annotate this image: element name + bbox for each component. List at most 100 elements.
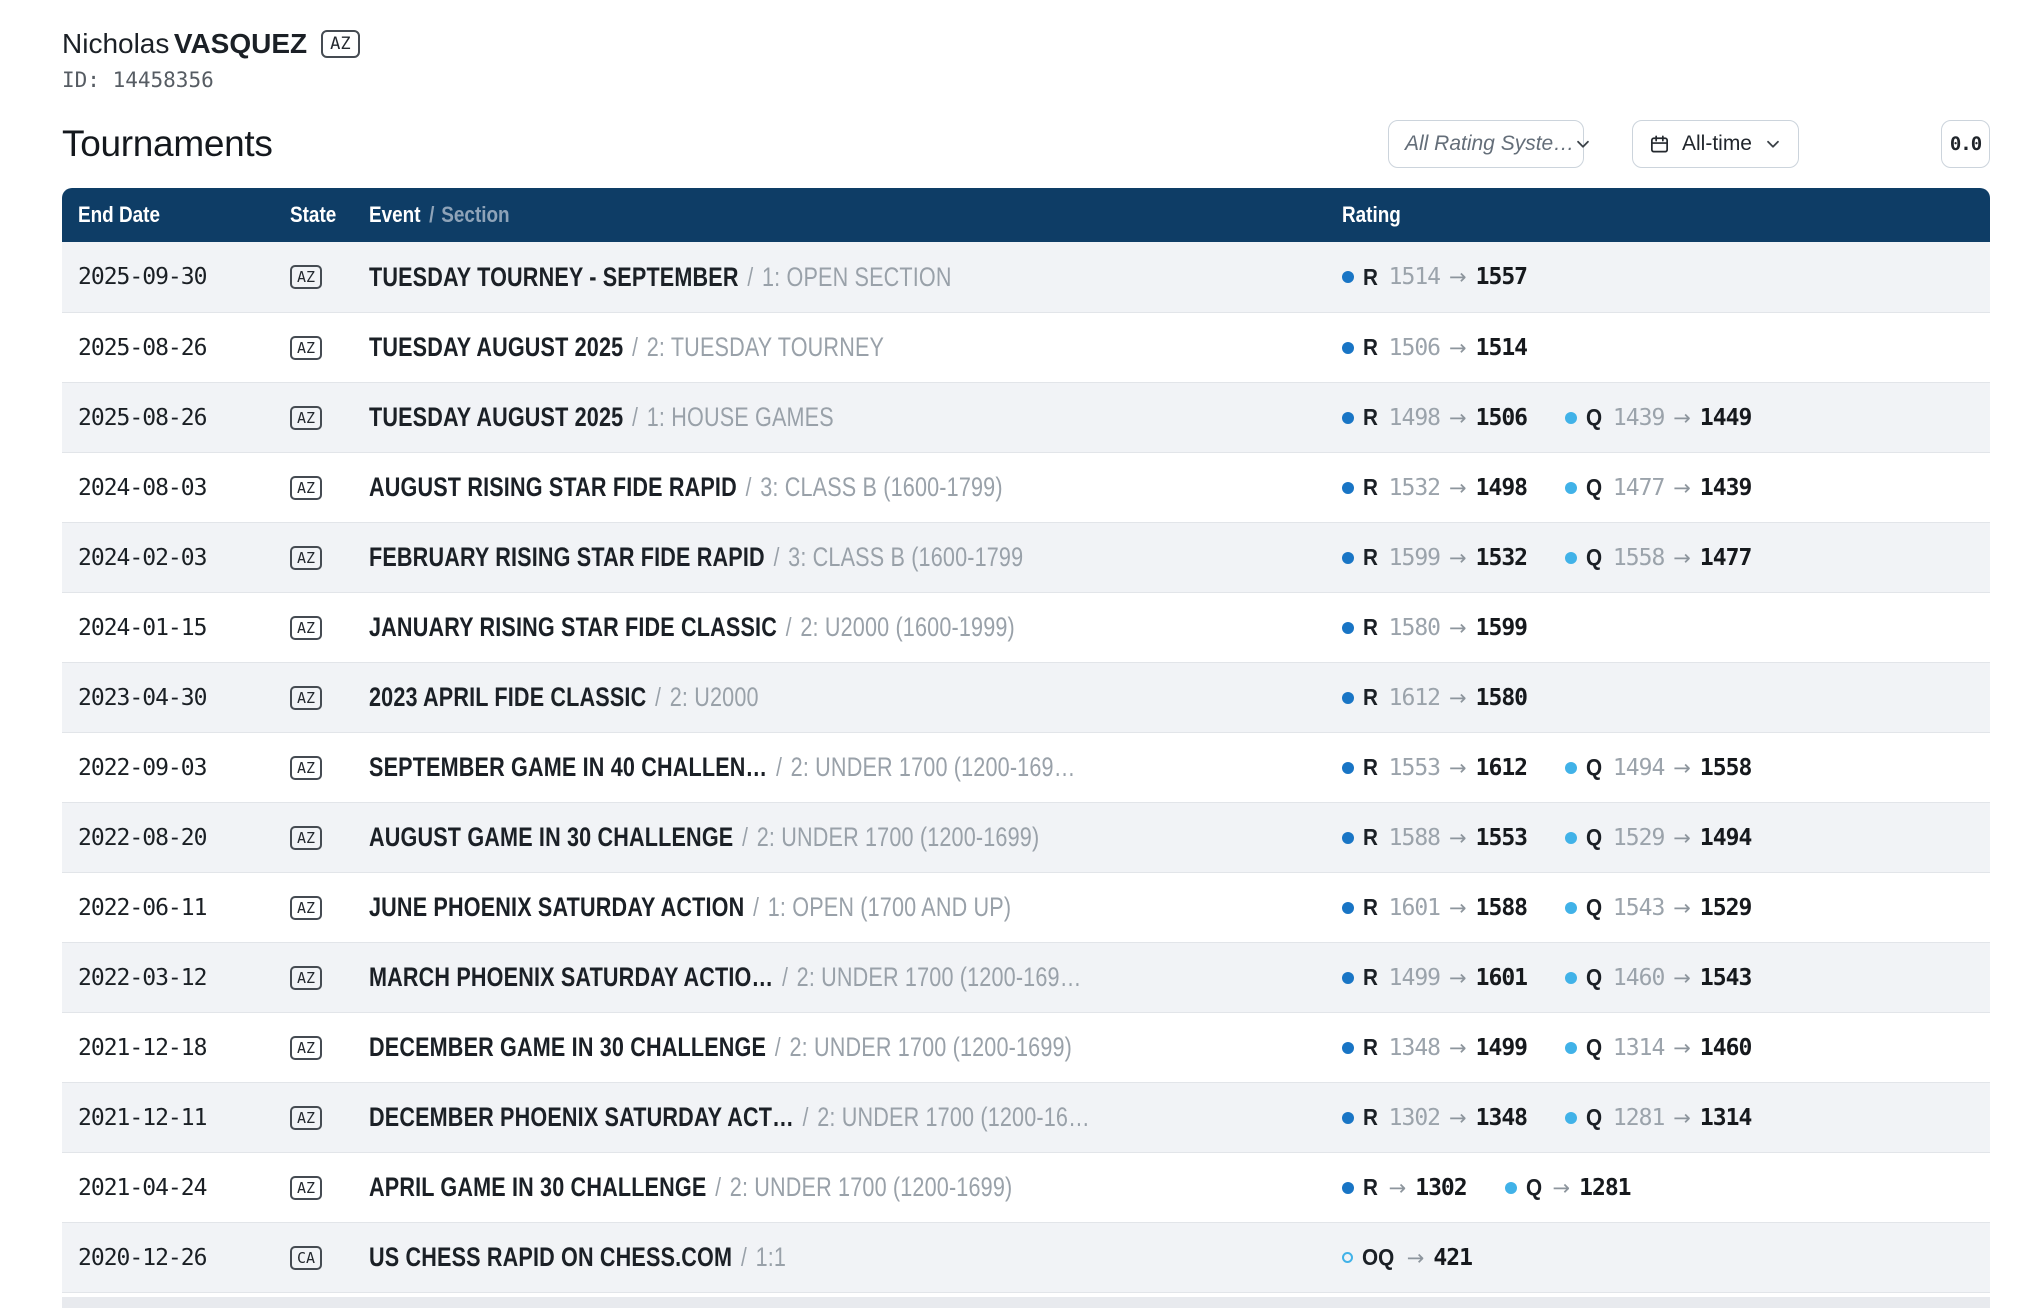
- rating-old-value: 1514: [1388, 264, 1441, 290]
- end-date-cell: 2023-04-30: [78, 685, 290, 711]
- event-name[interactable]: MARCH PHOENIX SATURDAY ACTIO…: [369, 962, 774, 992]
- section-name: 2: U2000 (1600-1999): [800, 612, 1015, 642]
- event-name[interactable]: FEBRUARY RISING STAR FIDE RAPID: [369, 542, 765, 572]
- rating-arrow-icon: →: [1449, 965, 1467, 990]
- rating-old-value: 1543: [1612, 894, 1665, 921]
- rating-new-value: 1439: [1699, 474, 1752, 501]
- rating-new-value: 1460: [1699, 1034, 1752, 1061]
- q-rating-dot-icon: [1565, 971, 1578, 984]
- rating-change: Q 1439 → 1449: [1565, 404, 1752, 431]
- decimal-rating-toggle[interactable]: 0.0: [1941, 120, 1990, 168]
- end-date-cell: 2024-02-03: [78, 545, 290, 571]
- rating-arrow-icon: →: [1673, 895, 1691, 920]
- event-name[interactable]: TUESDAY AUGUST 2025: [369, 402, 624, 432]
- tournament-row[interactable]: 2023-04-30 AZ 2023 APRIL FIDE CLASSIC / …: [62, 662, 1990, 732]
- tournament-row[interactable]: 2021-12-11 AZ DECEMBER PHOENIX SATURDAY …: [62, 1082, 1990, 1152]
- tournament-row[interactable]: 2025-09-30 AZ TUESDAY TOURNEY - SEPTEMBE…: [62, 242, 1990, 312]
- tournament-row[interactable]: 2022-06-11 AZ JUNE PHOENIX SATURDAY ACTI…: [62, 872, 1990, 942]
- tournament-row[interactable]: 2025-08-26 AZ TUESDAY AUGUST 2025 / 2: T…: [62, 312, 1990, 382]
- tournament-row[interactable]: 2022-09-03 AZ SEPTEMBER GAME IN 40 CHALL…: [62, 732, 1990, 802]
- rating-new-value: 1558: [1699, 754, 1752, 781]
- end-date: 2024-02-03: [78, 544, 207, 571]
- end-date-cell: 2025-08-26: [78, 335, 290, 361]
- rating-type-label: R: [1363, 1034, 1378, 1060]
- rating-arrow-icon: →: [1449, 265, 1467, 289]
- event-section-separator: /: [655, 682, 661, 712]
- tournament-row[interactable]: 2022-03-12 AZ MARCH PHOENIX SATURDAY ACT…: [62, 942, 1990, 1012]
- state-badge: CA: [290, 1245, 323, 1270]
- tournament-row[interactable]: 2021-12-18 AZ DECEMBER GAME IN 30 CHALLE…: [62, 1012, 1990, 1082]
- event-name[interactable]: US CHESS RAPID ON CHESS.COM: [369, 1242, 733, 1272]
- rating-old-value: 1499: [1388, 964, 1441, 991]
- rating-change: Q 1543 → 1529: [1565, 894, 1752, 921]
- event-name[interactable]: AUGUST RISING STAR FIDE RAPID: [369, 472, 737, 502]
- rating-change: Q → 1281: [1504, 1174, 1632, 1201]
- rating-type-label: R: [1363, 894, 1378, 920]
- rating-change: R 1499 → 1601: [1342, 964, 1528, 991]
- rating-arrow-icon: →: [1673, 825, 1691, 850]
- r-rating-dot-icon: [1342, 1041, 1354, 1054]
- rating-cell: R 1498 → 1506 Q 1439 → 1449: [1342, 404, 1990, 431]
- tournament-row[interactable]: 2024-02-03 AZ FEBRUARY RISING STAR FIDE …: [62, 522, 1990, 592]
- rating-change: Q 1314 → 1460: [1565, 1034, 1752, 1061]
- event-name[interactable]: 2023 APRIL FIDE CLASSIC: [369, 682, 647, 712]
- tournament-row[interactable]: 2022-08-20 AZ AUGUST GAME IN 30 CHALLENG…: [62, 802, 1990, 872]
- event-section-separator: /: [776, 752, 782, 782]
- calendar-icon: [1649, 134, 1670, 155]
- event-cell: DECEMBER PHOENIX SATURDAY ACT… / 2: UNDE…: [369, 1102, 1342, 1133]
- chevron-down-icon: [1764, 135, 1782, 153]
- rating-arrow-icon: →: [1673, 1035, 1691, 1060]
- event-cell: APRIL GAME IN 30 CHALLENGE / 2: UNDER 17…: [369, 1172, 1342, 1203]
- q-rating-dot-icon: [1565, 1111, 1578, 1124]
- event-section-separator: /: [753, 892, 759, 922]
- r-rating-dot-icon: [1342, 341, 1354, 354]
- event-name[interactable]: DECEMBER PHOENIX SATURDAY ACT…: [369, 1102, 794, 1132]
- rating-new-value: 1532: [1475, 544, 1528, 571]
- state-cell: CA: [290, 1245, 369, 1270]
- rating-type-label: R: [1363, 334, 1378, 360]
- r-rating-dot-icon: [1342, 621, 1354, 634]
- end-date: 2022-03-12: [78, 964, 207, 991]
- rating-type-label: Q: [1586, 964, 1603, 990]
- tournament-row[interactable]: 2024-01-15 AZ JANUARY RISING STAR FIDE C…: [62, 592, 1990, 662]
- event-name[interactable]: AUGUST GAME IN 30 CHALLENGE: [369, 822, 734, 852]
- rating-type-label: R: [1363, 263, 1378, 290]
- tournament-row[interactable]: 2024-08-03 AZ AUGUST RISING STAR FIDE RA…: [62, 452, 1990, 522]
- tournament-row[interactable]: 2025-08-26 AZ TUESDAY AUGUST 2025 / 1: H…: [62, 382, 1990, 452]
- tournament-row[interactable]: 2021-04-24 AZ APRIL GAME IN 30 CHALLENGE…: [62, 1152, 1990, 1222]
- tournament-row[interactable]: 2020-12-26 CA US CHESS RAPID ON CHESS.CO…: [62, 1222, 1990, 1292]
- event-name[interactable]: TUESDAY TOURNEY - SEPTEMBER: [369, 261, 739, 292]
- rating-new-value: 1449: [1699, 404, 1752, 431]
- event-name[interactable]: JANUARY RISING STAR FIDE CLASSIC: [369, 612, 777, 642]
- section-name: 2: UNDER 1700 (1200-1699): [729, 1172, 1013, 1202]
- section-name: 2: TUESDAY TOURNEY: [646, 332, 885, 362]
- state-badge: AZ: [290, 965, 323, 990]
- q-rating-dot-icon: [1565, 411, 1578, 424]
- rating-cell: R 1612 → 1580: [1342, 684, 1990, 711]
- state-badge: AZ: [290, 265, 323, 289]
- rating-old-value: 1477: [1612, 474, 1665, 501]
- filters: All Rating Syste… All-time 0.0: [1387, 120, 1990, 168]
- rating-arrow-icon: →: [1449, 335, 1467, 360]
- r-rating-dot-icon: [1342, 1181, 1354, 1194]
- rating-change: R 1599 → 1532: [1342, 544, 1528, 571]
- rating-type-label: Q: [1525, 1174, 1542, 1200]
- state-cell: AZ: [290, 1175, 369, 1200]
- event-name[interactable]: DECEMBER GAME IN 30 CHALLENGE: [369, 1032, 767, 1062]
- rating-cell: R 1506 → 1514: [1342, 334, 1990, 361]
- event-name[interactable]: APRIL GAME IN 30 CHALLENGE: [369, 1172, 707, 1202]
- q-rating-dot-icon: [1565, 831, 1578, 844]
- end-date: 2020-12-26: [78, 1244, 207, 1271]
- r-rating-dot-icon: [1342, 831, 1354, 844]
- event-name[interactable]: TUESDAY AUGUST 2025: [369, 332, 624, 362]
- event-name[interactable]: JUNE PHOENIX SATURDAY ACTION: [369, 892, 745, 922]
- time-range-dropdown[interactable]: All-time: [1631, 120, 1799, 168]
- player-id-value: 14458356: [112, 68, 214, 92]
- state-cell: AZ: [290, 755, 369, 780]
- event-name[interactable]: SEPTEMBER GAME IN 40 CHALLEN…: [369, 752, 768, 782]
- rating-system-dropdown[interactable]: All Rating Syste…: [1387, 120, 1590, 168]
- player-id: ID: 14458356: [62, 68, 1990, 96]
- q-rating-dot-icon: [1565, 551, 1578, 564]
- state-cell: AZ: [290, 545, 369, 570]
- rating-old-value: 1588: [1388, 824, 1441, 851]
